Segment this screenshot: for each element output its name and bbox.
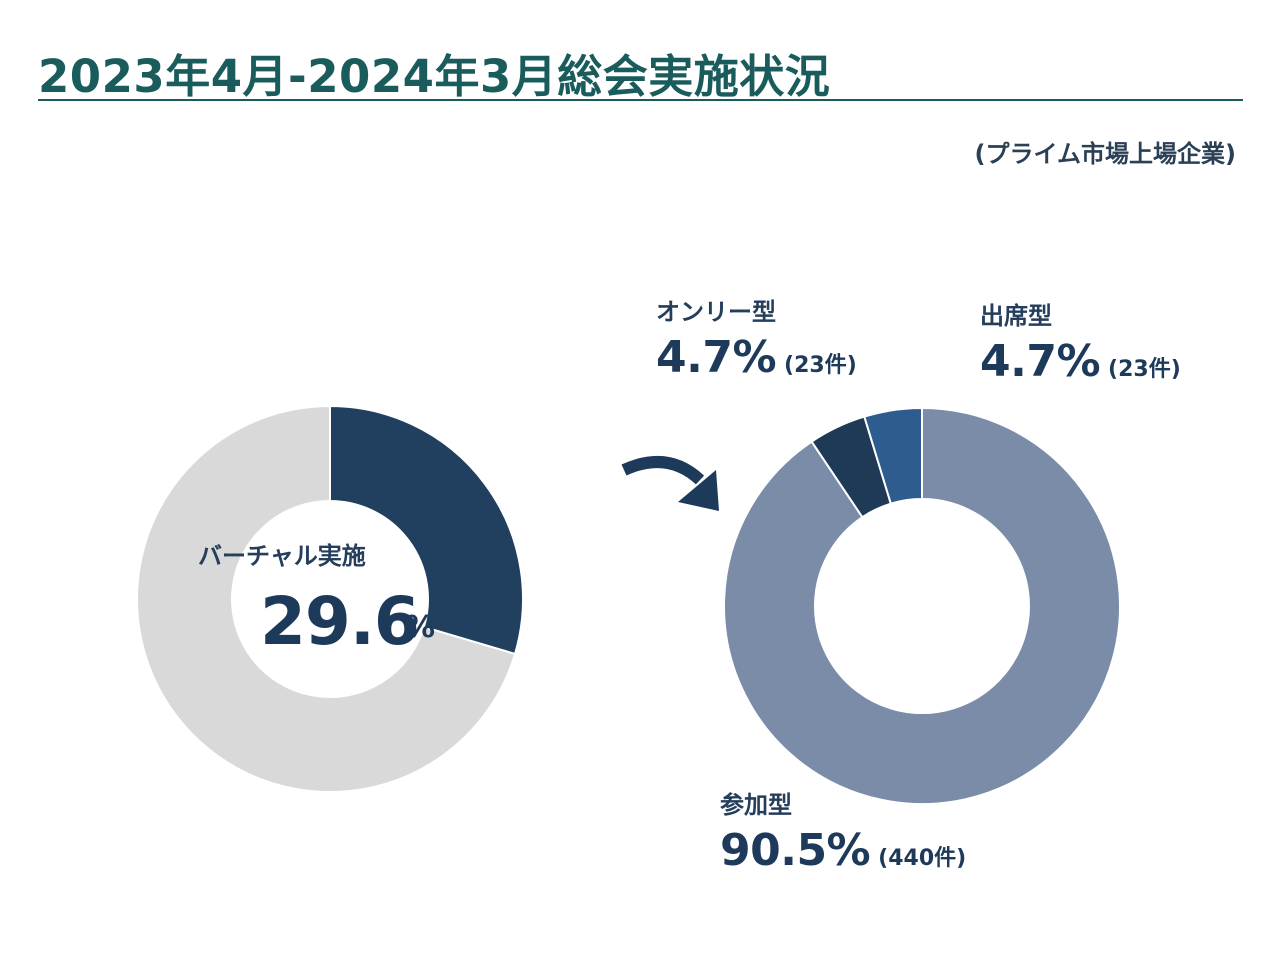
callout-percent: 4.7% [980, 336, 1101, 387]
donut-slice-0 [329, 404, 524, 656]
callout-percent: 90.5% [720, 825, 871, 876]
callout-count: (23件) [1108, 357, 1181, 382]
title-divider [38, 99, 1243, 101]
donut-center-value: 29.6 [260, 583, 420, 660]
callout-count: (440件) [878, 846, 967, 871]
donut-center-label: バーチャル実施 [198, 542, 366, 570]
callout-percent: 4.7% [656, 332, 777, 383]
donut-slice-0 [723, 406, 1121, 805]
page-subtitle: (プライム市場上場企業) [974, 140, 1236, 168]
donut-slice-2 [863, 406, 923, 505]
page-title: 2023年4月-2024年3月総会実施状況 [38, 50, 831, 103]
donut-slice-1 [136, 404, 517, 793]
callout-only-type: オンリー型 4.7% (23件) [656, 297, 857, 392]
callout-name: オンリー型 [656, 298, 776, 326]
callout-count: (23件) [784, 353, 857, 378]
callout-name: 参加型 [720, 791, 792, 819]
callout-name: 出席型 [980, 302, 1052, 330]
virtual-ratio-donut [136, 404, 524, 793]
curved-arrow-right-icon [621, 456, 719, 511]
callout-participation-type: 参加型 90.5% (440件) [720, 790, 966, 885]
virtual-type-donut [723, 406, 1121, 805]
callout-attendance-type: 出席型 4.7% (23件) [980, 301, 1181, 396]
donut-center-unit: % [405, 610, 436, 645]
